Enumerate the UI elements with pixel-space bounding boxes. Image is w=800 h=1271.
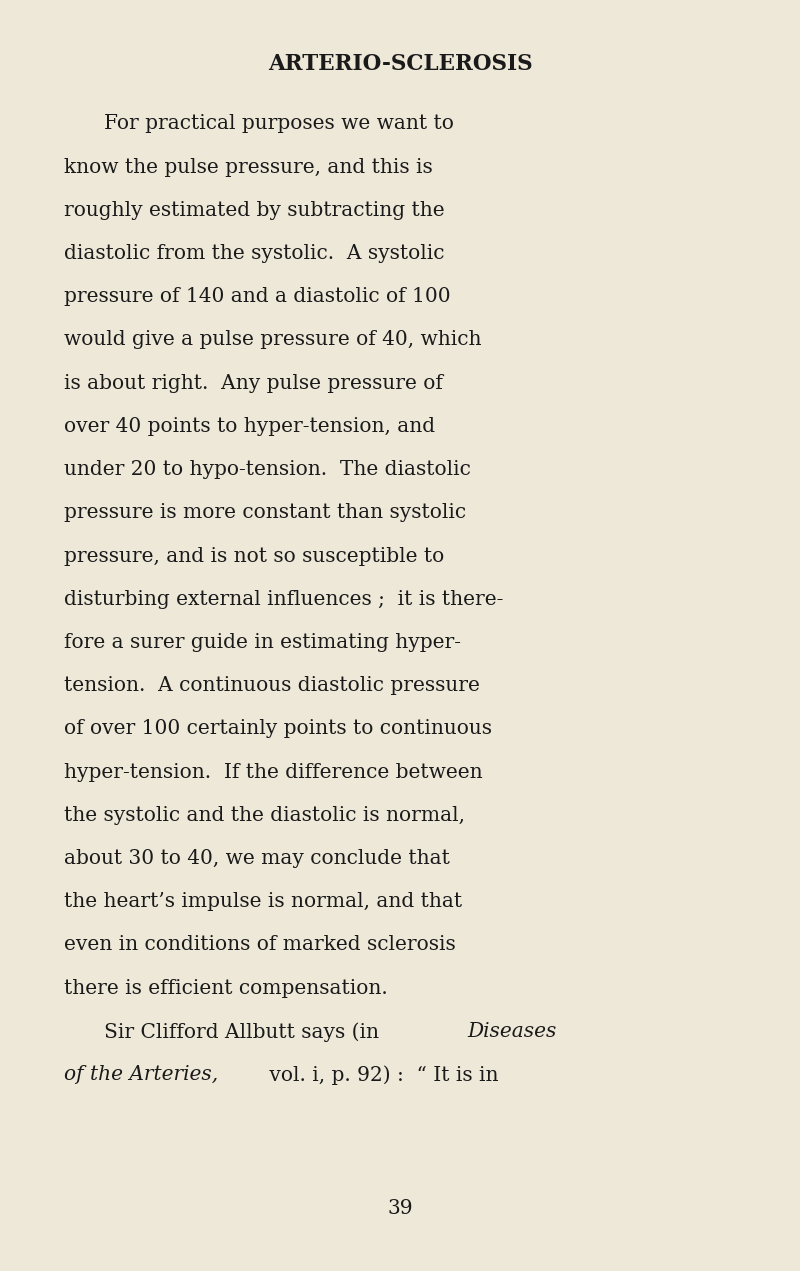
Text: is about right.  Any pulse pressure of: is about right. Any pulse pressure of: [64, 374, 443, 393]
Text: the heart’s impulse is normal, and that: the heart’s impulse is normal, and that: [64, 892, 462, 911]
Text: there is efficient compensation.: there is efficient compensation.: [64, 979, 388, 998]
Text: would give a pulse pressure of 40, which: would give a pulse pressure of 40, which: [64, 330, 482, 350]
Text: pressure of 140 and a diastolic of 100: pressure of 140 and a diastolic of 100: [64, 287, 450, 306]
Text: even in conditions of marked sclerosis: even in conditions of marked sclerosis: [64, 935, 456, 955]
Text: hyper-tension.  If the difference between: hyper-tension. If the difference between: [64, 763, 482, 782]
Text: vol. i, p. 92) :  “ It is in: vol. i, p. 92) : “ It is in: [263, 1065, 498, 1084]
Text: disturbing external influences ;  it is there-: disturbing external influences ; it is t…: [64, 590, 503, 609]
Text: For practical purposes we want to: For practical purposes we want to: [104, 114, 454, 133]
Text: Sir Clifford Allbutt says (in: Sir Clifford Allbutt says (in: [104, 1022, 386, 1041]
Text: fore a surer guide in estimating hyper-: fore a surer guide in estimating hyper-: [64, 633, 461, 652]
Text: the systolic and the diastolic is normal,: the systolic and the diastolic is normal…: [64, 806, 465, 825]
Text: under 20 to hypo-tension.  The diastolic: under 20 to hypo-tension. The diastolic: [64, 460, 471, 479]
Text: of the Arteries,: of the Arteries,: [64, 1065, 218, 1084]
Text: pressure, and is not so susceptible to: pressure, and is not so susceptible to: [64, 547, 444, 566]
Text: about 30 to 40, we may conclude that: about 30 to 40, we may conclude that: [64, 849, 450, 868]
Text: Diseases: Diseases: [467, 1022, 557, 1041]
Text: tension.  A continuous diastolic pressure: tension. A continuous diastolic pressure: [64, 676, 480, 695]
Text: diastolic from the systolic.  A systolic: diastolic from the systolic. A systolic: [64, 244, 445, 263]
Text: ARTERIO-SCLEROSIS: ARTERIO-SCLEROSIS: [268, 53, 532, 75]
Text: over 40 points to hyper-tension, and: over 40 points to hyper-tension, and: [64, 417, 435, 436]
Text: know the pulse pressure, and this is: know the pulse pressure, and this is: [64, 158, 433, 177]
Text: of over 100 certainly points to continuous: of over 100 certainly points to continuo…: [64, 719, 492, 738]
Text: pressure is more constant than systolic: pressure is more constant than systolic: [64, 503, 466, 522]
Text: roughly estimated by subtracting the: roughly estimated by subtracting the: [64, 201, 445, 220]
Text: 39: 39: [387, 1199, 413, 1218]
